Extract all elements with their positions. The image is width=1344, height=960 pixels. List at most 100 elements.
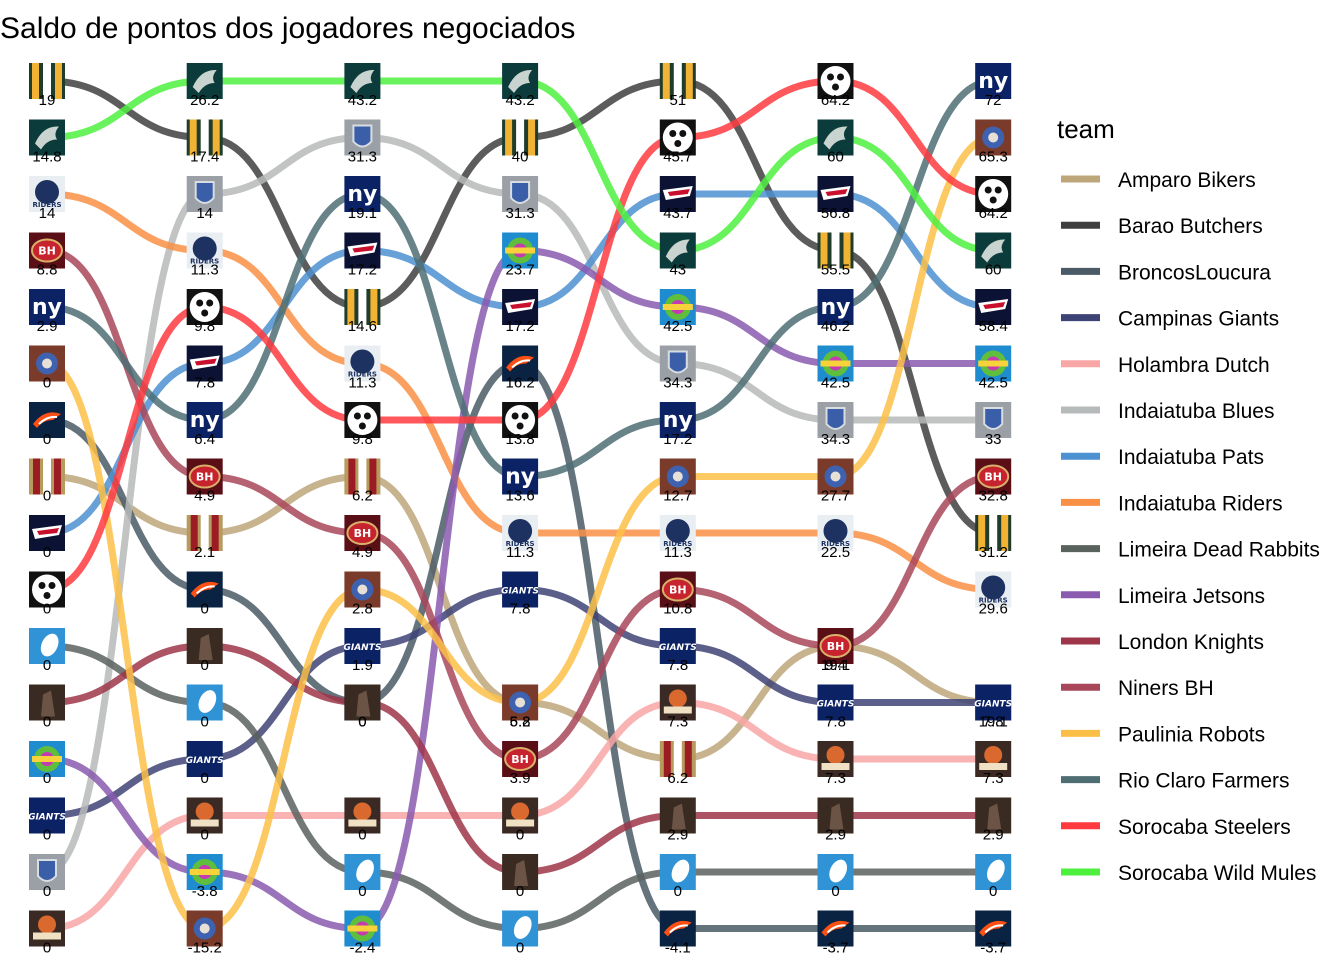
holambra-logo-icon	[817, 741, 854, 777]
ny-logo-icon: ny	[975, 63, 1012, 99]
amparo-bikers-logo-icon	[659, 741, 696, 777]
value-label-limeira-dead-rabbits-round-6: 0	[831, 883, 839, 900]
value-label-barao-butchers-round-6: 55.5	[821, 262, 850, 279]
legend-item-limeira-jetsons: Limeira Jetsons	[1061, 585, 1265, 608]
paulinia-robots-logo-icon	[975, 119, 1012, 156]
svg-text:RIDERS: RIDERS	[821, 540, 850, 548]
paulinia-robots-logo-icon	[817, 458, 854, 495]
legend-label-niners-bh: Niners BH	[1118, 677, 1214, 700]
london-knights-logo-icon	[502, 854, 539, 890]
value-label-campinas-giants-round-3: 1.9	[352, 657, 373, 674]
value-labels: 0 2.1 6.2 6.2 6.2 19.1 19.1 19 17.4 14.6 40 51 55.5 3…	[32, 92, 1007, 957]
steelers-logo-icon	[817, 63, 854, 99]
value-label-rio-claro-farmers-round-5: 17.2	[663, 431, 692, 448]
indaiatuba-blues-logo-icon	[817, 402, 854, 438]
value-label-sorocaba-wild-mules-round-6: 60	[827, 149, 844, 166]
value-label-london-knights-round-4: 0	[516, 883, 524, 900]
riders-logo-icon: RIDERS	[659, 515, 696, 551]
svg-text:BH: BH	[984, 471, 1002, 484]
london-knights-logo-icon	[817, 797, 854, 834]
value-label-holambra-dutch-round-3: 0	[358, 827, 366, 844]
jetsons-logo-icon	[344, 910, 381, 947]
barao-butchers-logo-icon	[817, 232, 854, 269]
svg-text:RIDERS: RIDERS	[32, 201, 61, 209]
value-label-indaiatuba-blues-round-7: 33	[985, 431, 1002, 448]
value-label-rio-claro-farmers-round-2: 6.4	[194, 431, 215, 448]
value-label-indaiatuba-blues-round-5: 34.3	[663, 375, 692, 392]
legend-label-indaiatuba-pats: Indaiatuba Pats	[1118, 446, 1264, 469]
legend-item-london-knights: London Knights	[1061, 631, 1264, 654]
value-label-amparo-bikers-round-2: 2.1	[194, 544, 215, 561]
value-label-limeira-dead-rabbits-round-5: 0	[674, 883, 682, 900]
value-label-sorocaba-steelers-round-1: 0	[43, 601, 51, 618]
legend-item-broncosloucura: BroncosLoucura	[1061, 261, 1271, 284]
value-label-broncosloucura-round-3: 0	[358, 714, 366, 731]
patriots-logo-icon	[344, 232, 381, 269]
value-label-paulinia-robots-round-6: 27.7	[821, 488, 850, 505]
paulinia-robots-logo-icon	[186, 910, 223, 947]
niners-bh-logo-icon: BH	[502, 741, 539, 777]
value-label-sorocaba-wild-mules-round-7: 60	[985, 262, 1002, 279]
svg-text:RIDERS: RIDERS	[979, 597, 1008, 605]
legend-label-amparo-bikers: Amparo Bikers	[1118, 169, 1256, 192]
svg-text:ny: ny	[32, 295, 62, 320]
value-label-limeira-jetsons-round-5: 42.5	[663, 318, 692, 335]
value-label-campinas-giants-round-5: 7.8	[667, 657, 688, 674]
value-label-indaiatuba-blues-round-2: 14	[196, 205, 213, 222]
value-label-amparo-bikers-round-7: 19.1	[979, 714, 1008, 731]
patriots-logo-icon	[975, 289, 1012, 325]
legend-item-limeira-dead-rabbits: Limeira Dead Rabbits	[1061, 539, 1320, 562]
ny-logo-icon: ny	[659, 402, 696, 438]
dead-rabbits-logo-icon	[659, 854, 696, 890]
value-label-niners-bh-round-7: 32.8	[979, 488, 1008, 505]
legend-label-campinas-giants: Campinas Giants	[1118, 308, 1279, 331]
value-label-niners-bh-round-5: 10.8	[663, 601, 692, 618]
london-knights-logo-icon	[975, 797, 1012, 834]
steelers-logo-icon	[29, 571, 65, 608]
svg-text:GIANTS: GIANTS	[501, 587, 539, 597]
ny-logo-icon: ny	[29, 289, 65, 325]
steelers-logo-icon	[975, 176, 1012, 212]
value-label-campinas-giants-round-7: 7.8	[983, 714, 1004, 731]
value-label-london-knights-round-3: 0	[358, 714, 366, 731]
niners-bh-logo-icon: BH	[29, 232, 65, 269]
value-label-limeira-jetsons-round-1: 0	[43, 770, 51, 787]
svg-text:ny: ny	[820, 295, 850, 320]
svg-text:ny: ny	[663, 408, 693, 433]
barao-butchers-logo-icon	[186, 119, 223, 156]
value-label-broncosloucura-round-4: 16.2	[505, 375, 534, 392]
value-label-campinas-giants-round-4: 7.8	[510, 601, 531, 618]
ny-logo-icon: ny	[817, 289, 854, 325]
giants-logo-icon: GIANTS	[659, 628, 697, 664]
legend-label-barao-butchers: Barao Butchers	[1118, 215, 1263, 238]
wild-mules-logo-icon	[975, 232, 1012, 269]
dead-rabbits-logo-icon	[975, 854, 1012, 890]
value-label-sorocaba-wild-mules-round-4: 43.2	[505, 92, 534, 109]
jetsons-logo-icon	[186, 854, 223, 890]
legend-label-holambra-dutch: Holambra Dutch	[1118, 354, 1270, 377]
value-label-indaiatuba-blues-round-3: 31.3	[348, 149, 377, 166]
jetsons-logo-icon	[975, 345, 1012, 382]
patriots-logo-icon	[29, 515, 65, 551]
value-label-niners-bh-round-2: 4.9	[194, 488, 215, 505]
value-label-sorocaba-wild-mules-round-2: 26.2	[190, 92, 219, 109]
value-label-niners-bh-round-1: 8.8	[37, 262, 58, 279]
value-label-rio-claro-farmers-round-1: 2.9	[37, 318, 58, 335]
patriots-logo-icon	[186, 345, 223, 382]
value-label-niners-bh-round-6: 9.4	[825, 657, 846, 674]
giants-logo-icon: GIANTS	[817, 684, 854, 721]
value-label-amparo-bikers-round-3: 6.2	[352, 488, 373, 505]
value-label-campinas-giants-round-6: 7.8	[825, 714, 846, 731]
svg-text:BH: BH	[669, 584, 687, 597]
value-label-indaiatuba-pats-round-7: 58.4	[979, 318, 1008, 335]
value-label-indaiatuba-riders-round-5: 11.3	[664, 544, 692, 561]
value-label-rio-claro-farmers-round-4: 13.6	[505, 488, 534, 505]
value-label-london-knights-round-2: 0	[201, 657, 209, 674]
london-knights-logo-icon	[344, 684, 381, 721]
ny-logo-icon: ny	[186, 402, 223, 438]
niners-bh-logo-icon: BH	[817, 628, 854, 664]
svg-text:BH: BH	[511, 753, 529, 766]
value-label-paulinia-robots-round-1: 0	[43, 375, 51, 392]
patriots-logo-icon	[659, 176, 696, 212]
